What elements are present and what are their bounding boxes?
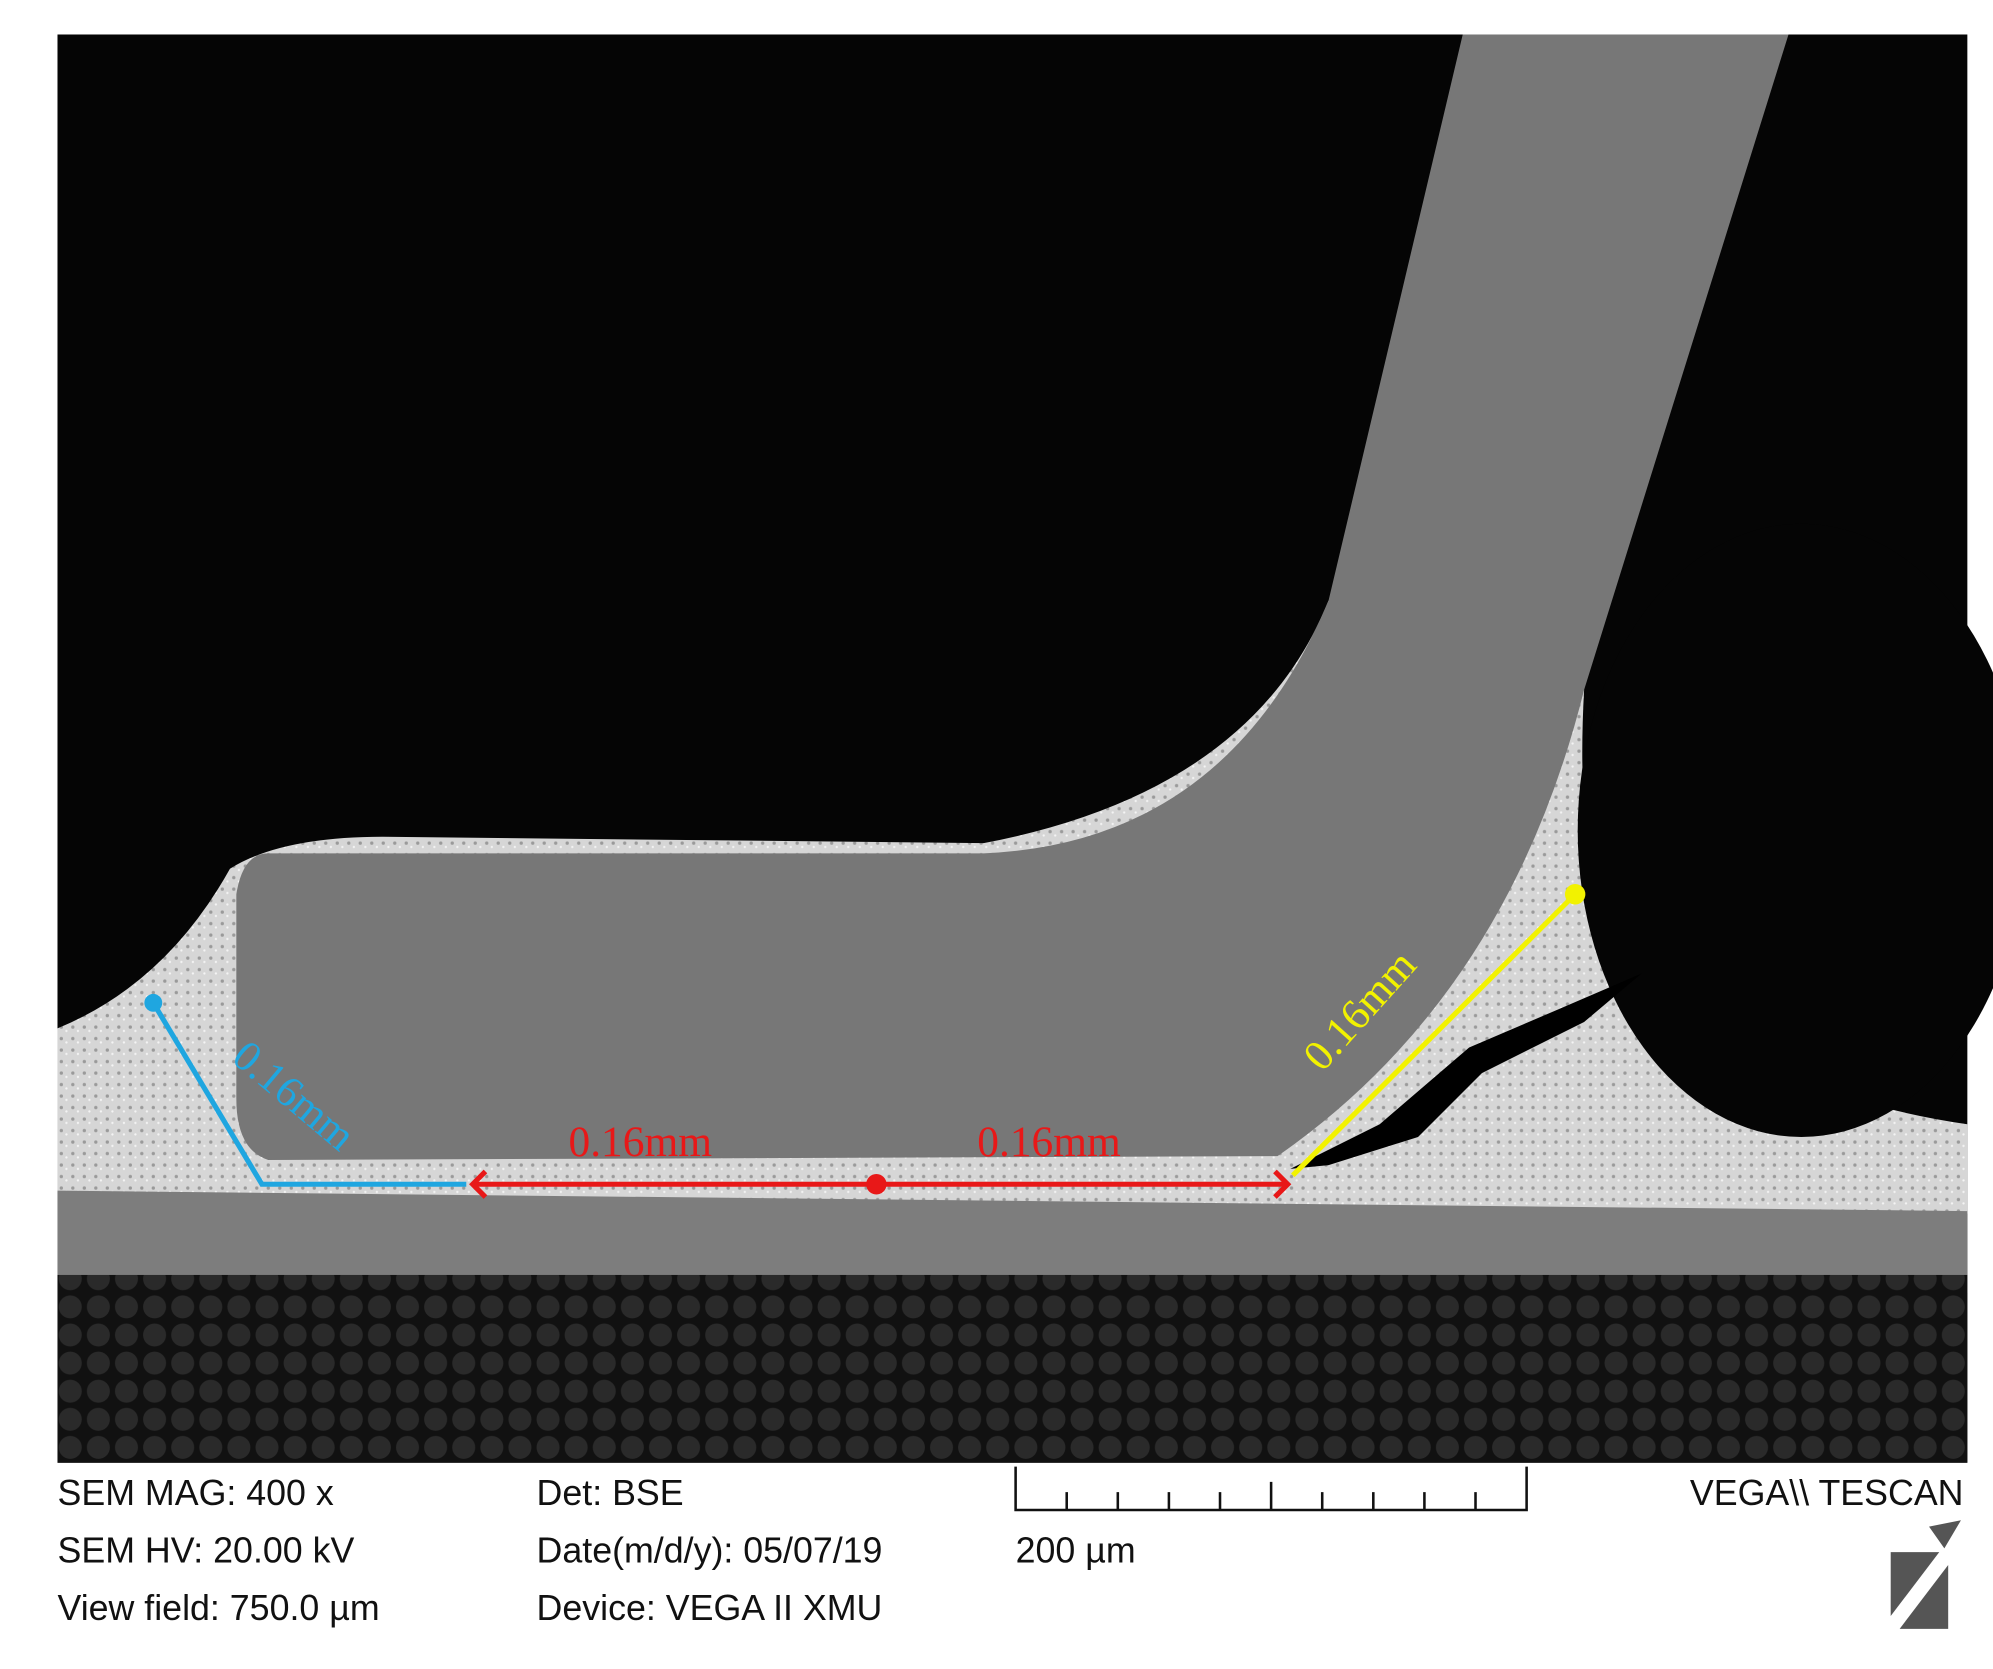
info-panel: SEM MAG: 400 x SEM HV: 20.00 kV View fie… <box>57 1466 1964 1629</box>
scale-label: 200 µm <box>1016 1530 1136 1570</box>
scale-bar <box>1014 1466 1528 1512</box>
yellow-measure <box>1291 892 1577 1178</box>
info-text: Det: BSE <box>537 1473 684 1513</box>
brand: VEGA\\ TESCAN <box>1690 1473 1964 1513</box>
info-text: SEM HV: 20.00 kV <box>57 1530 354 1570</box>
logo <box>1899 1564 1949 1629</box>
info-text: View field: 750.0 µm <box>57 1588 379 1628</box>
logo <box>1890 1552 1940 1617</box>
red-arrow <box>1273 1169 1292 1199</box>
yellow-dot <box>1564 884 1586 905</box>
scene: 0.16mm 0.16mm 0.16mm 0.16mm SEM MAG: 400… <box>57 34 1993 1629</box>
sem-image <box>57 34 1993 1463</box>
measure-label: 0.16mm <box>977 1118 1121 1166</box>
blue-measure <box>151 1001 467 1187</box>
info-text: SEM MAG: 400 x <box>57 1473 333 1513</box>
logo <box>1929 1520 1961 1549</box>
info-text: Date(m/d/y): 05/07/19 <box>537 1530 883 1570</box>
red-arrow <box>469 1169 488 1199</box>
blue-dot <box>144 993 163 1012</box>
info-text: Device: VEGA II XMU <box>537 1588 883 1628</box>
red-dot <box>866 1174 887 1195</box>
measure-label: 0.16mm <box>568 1118 712 1166</box>
